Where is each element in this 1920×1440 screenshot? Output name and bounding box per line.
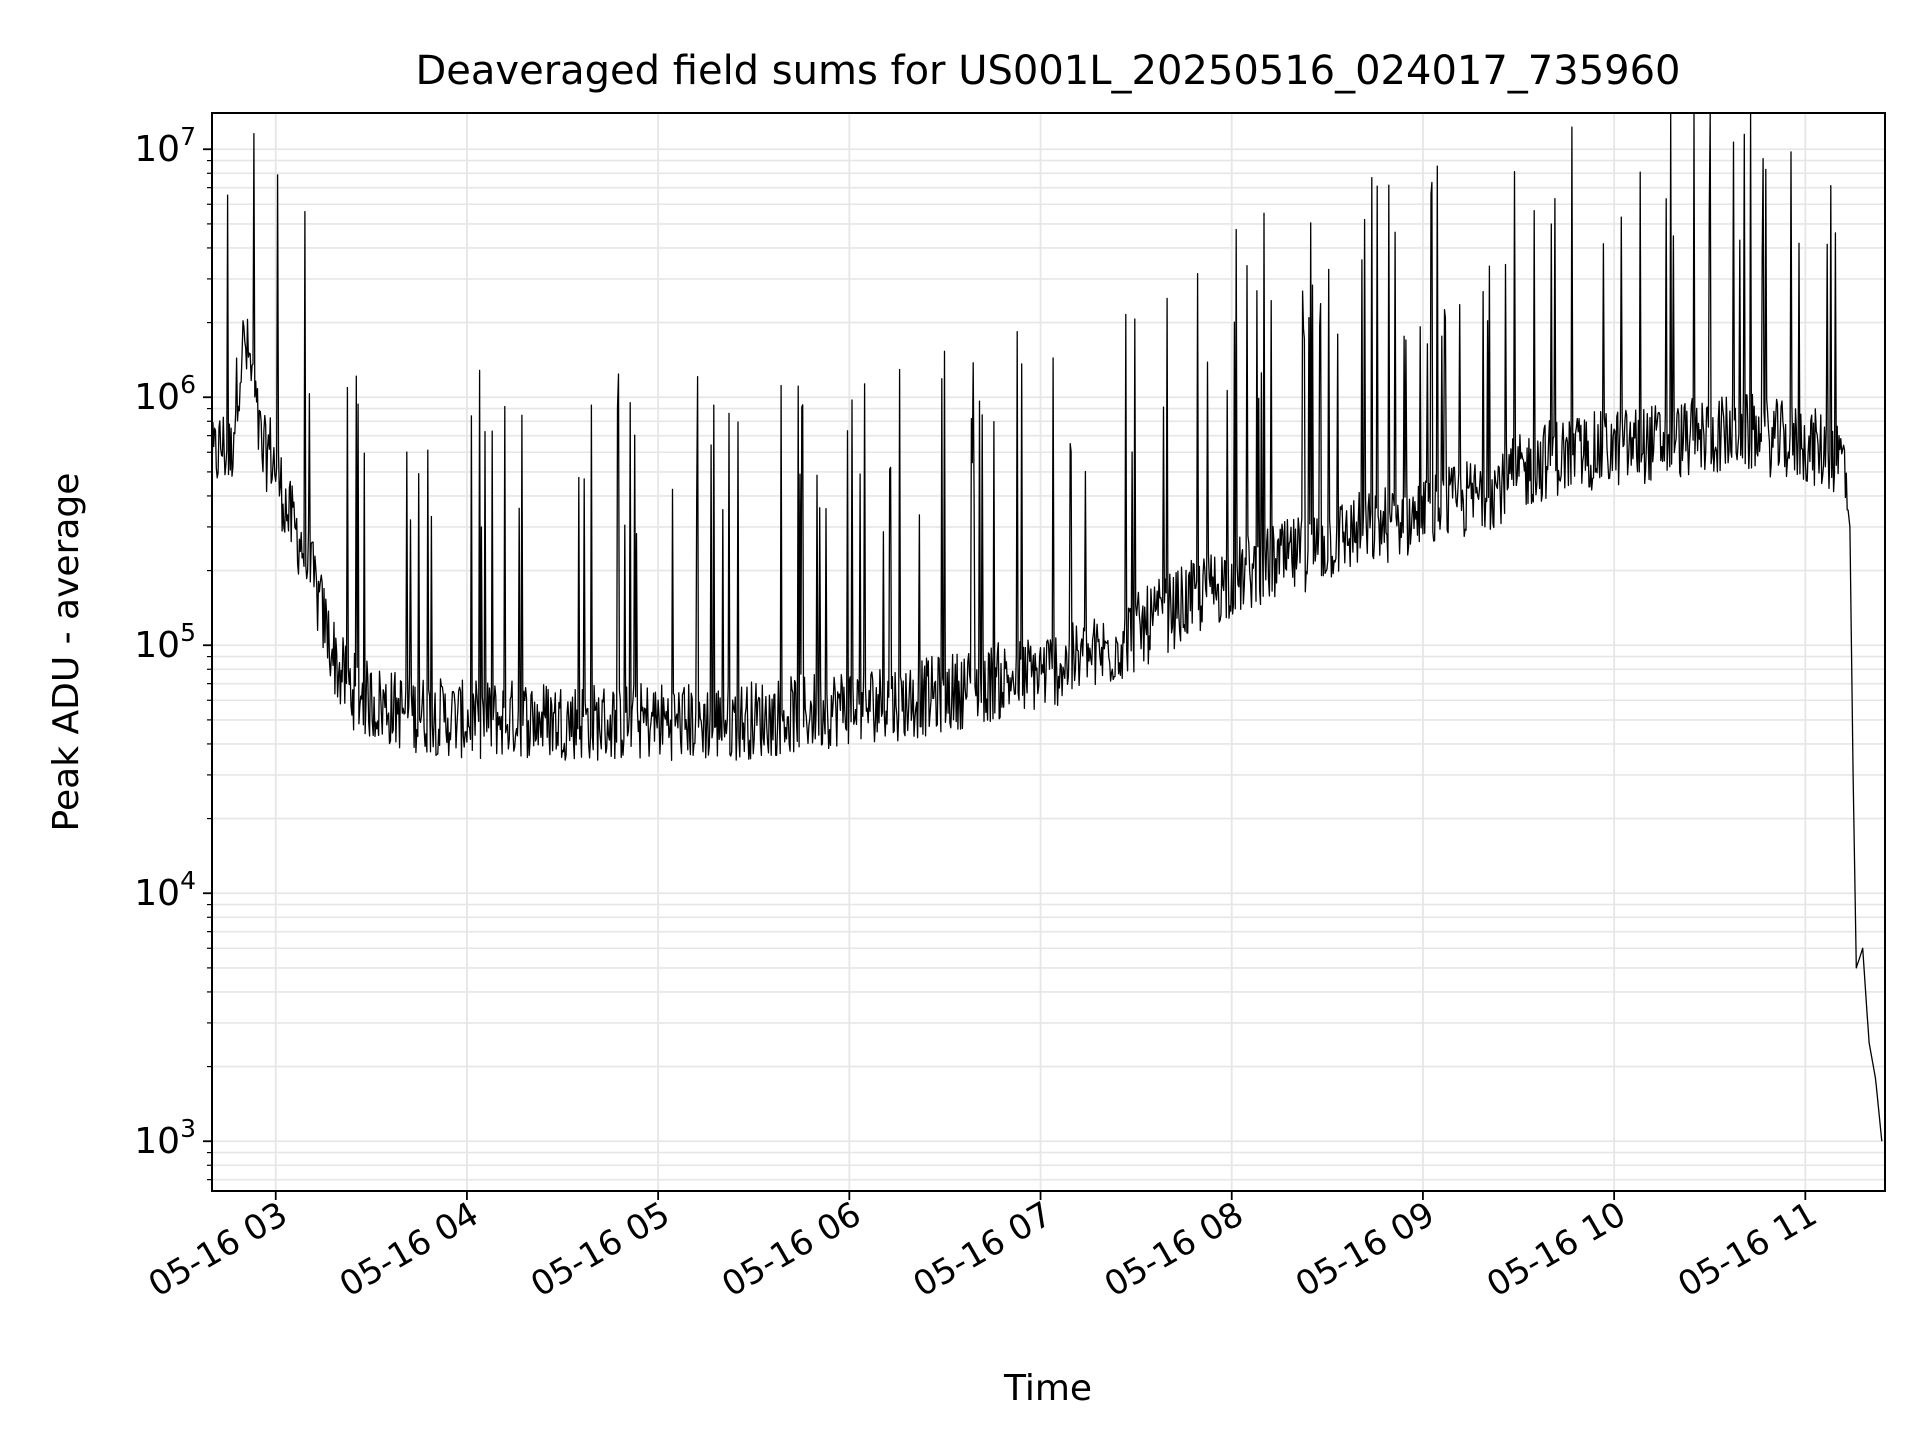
x-tick-label: 05-16 08 [1098, 1194, 1250, 1305]
x-tick-label: 05-16 07 [907, 1194, 1059, 1305]
x-tick-label: 05-16 10 [1480, 1194, 1632, 1305]
x-tick-label: 05-16 03 [142, 1194, 294, 1305]
y-tick-layer: 103 104 105 106 107 [134, 122, 212, 1181]
x-tick-label: 05-16 09 [1289, 1194, 1441, 1305]
series-layer [211, 112, 1883, 1142]
grid-layer [212, 113, 1885, 1191]
y-tick-label: 107 [134, 122, 196, 170]
y-tick-label: 104 [134, 866, 196, 914]
y-axis-label: Peak ADU - average [46, 473, 87, 832]
y-tick-label: 103 [134, 1114, 196, 1162]
chart-title: Deaveraged field sums for US001L_2025051… [416, 48, 1681, 94]
y-tick-label: 106 [134, 370, 196, 418]
x-tick-label: 05-16 11 [1671, 1194, 1823, 1305]
series-line [211, 112, 1883, 1142]
x-tick-label: 05-16 04 [333, 1194, 485, 1305]
x-axis-label: Time [1003, 1368, 1092, 1409]
y-tick-label: 105 [134, 618, 196, 666]
plot-frame [211, 112, 1886, 1192]
x-tick-label: 05-16 06 [715, 1194, 867, 1305]
x-tick-label: 05-16 05 [524, 1194, 676, 1305]
x-tick-layer: 05-16 03 05-16 04 05-16 05 05-16 06 05-16 07… [142, 1191, 1824, 1305]
